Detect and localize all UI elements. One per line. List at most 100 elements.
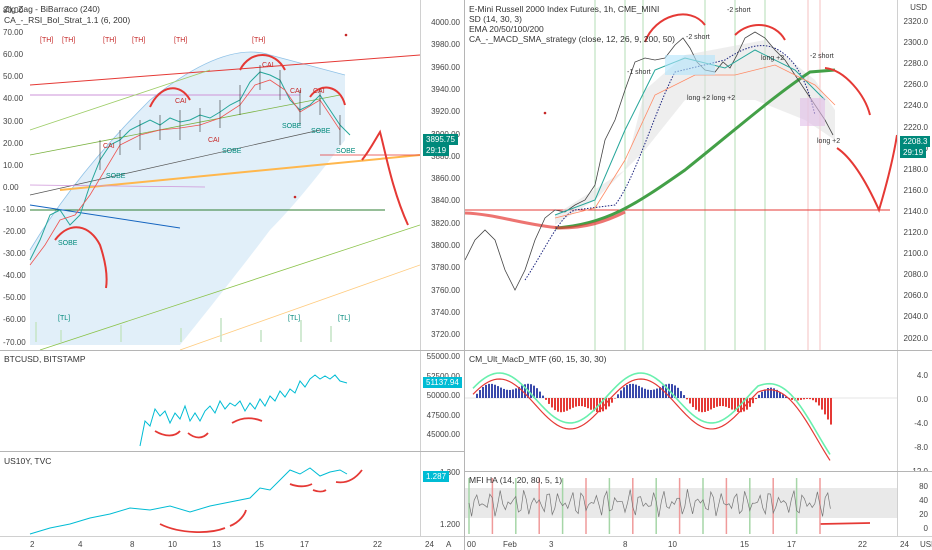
macd-bar — [698, 398, 700, 412]
macd-bar — [479, 390, 481, 398]
macd-bar — [767, 387, 769, 398]
th-label: [TH] — [132, 37, 145, 44]
axis-tick: -50.00 — [3, 293, 26, 303]
axis-tick: 3780.00 — [431, 263, 460, 273]
axis-tick: 2040.0 — [903, 312, 928, 322]
macd-plot — [465, 372, 897, 461]
rty-countdown-tag: 29:19 — [900, 147, 927, 158]
sobe-label: SOBE — [282, 123, 302, 130]
macd-bar — [560, 398, 562, 413]
macd-bar — [500, 387, 502, 398]
btc-price-axis[interactable]: 55000.00 52500.00 50000.00 47500.00 45000.00… — [420, 351, 464, 459]
macd-bar — [581, 398, 583, 407]
time-tick: 10 — [168, 540, 177, 549]
axis-tick: 0.00 — [3, 182, 19, 192]
macd-bar — [770, 387, 772, 398]
currency-label: USD — [920, 540, 932, 549]
axis-tick: 60.00 — [3, 50, 24, 60]
macd-axis[interactable]: 4.00.0-4.0-8.0-12.0 — [897, 351, 932, 476]
time-tick: 15 — [740, 540, 749, 549]
macd-bar — [533, 385, 535, 398]
axis-tick: -20.00 — [3, 227, 26, 236]
axis-tick: 4000.00 — [431, 18, 460, 27]
axis-tick: 20.00 — [3, 138, 24, 148]
macd-bar — [755, 398, 757, 400]
axis-tick: 2080.0 — [903, 270, 928, 280]
macd-bar — [512, 389, 514, 398]
us10y-price-axis[interactable]: 1.300 1.200 1.287 — [420, 452, 464, 536]
macd-bar — [566, 398, 568, 411]
right-chart-title: E-Mini Russell 2000 Index Futures, 1h, C… — [469, 4, 660, 14]
cai-label: CAI — [175, 98, 187, 105]
signal-label: long +2 — [761, 55, 784, 62]
macd-bar — [785, 396, 787, 398]
axis-tick: 2320.0 — [903, 17, 928, 26]
axis-tick: 80.00 — [3, 6, 24, 15]
macd-bar — [638, 385, 640, 398]
left-main-price-axis[interactable]: 4000.003980.003960.003940.003920.003900.… — [420, 0, 464, 350]
axis-tick: 50000.00 — [426, 391, 460, 400]
axis-tick: 3720.00 — [431, 330, 460, 340]
macd-bar — [797, 398, 799, 401]
macd-bar — [590, 398, 592, 410]
time-tick: 8 — [130, 540, 135, 549]
macd-bar — [572, 398, 574, 408]
macd-bar — [659, 387, 661, 398]
macd-bar — [713, 398, 715, 408]
signal-label: -2 short — [810, 53, 834, 60]
left-main-left-axis[interactable]: 80.00 70.00 60.00 50.00 40.00 30.00 20.00 10.00… — [0, 0, 30, 350]
axis-tick: 10.00 — [3, 160, 24, 170]
time-tick: Feb — [503, 540, 517, 549]
axis-tick: 3940.00 — [431, 84, 460, 94]
macd-bar — [761, 391, 763, 398]
macd-bar — [809, 398, 811, 400]
macd-bar — [773, 388, 775, 398]
macd-bar — [584, 398, 586, 407]
mfi-pane[interactable]: MFI HA (14, 20, 80, 5, 1) — [465, 472, 897, 536]
btc-title: BTCUSD, BITSTAMP — [4, 354, 86, 364]
axis-tick: 3920.00 — [431, 107, 460, 117]
axis-tick: 2140.0 — [903, 206, 928, 216]
macd-bar — [623, 387, 625, 398]
countdown-tag: 29:19 — [423, 145, 450, 156]
macd-bar — [827, 398, 829, 420]
macd-bar — [830, 398, 832, 425]
macd-bar — [515, 388, 517, 398]
macd-bar — [596, 398, 598, 413]
axis-tick: 2300.0 — [903, 38, 928, 48]
sobe-label: SOBE — [106, 173, 126, 180]
signal-label: long +2 — [712, 95, 735, 102]
macd-bar — [563, 398, 565, 412]
time-tick: 15 — [255, 540, 264, 549]
macd-bar — [617, 394, 619, 398]
macd-bar — [734, 398, 736, 411]
current-price-tag: 3895.75 — [423, 134, 458, 145]
axis-tick: -30.00 — [3, 249, 26, 259]
signal-label: -2 short — [686, 34, 710, 41]
macd-bar — [716, 398, 718, 407]
right-main-chart[interactable]: -1 short -2 short -2 short -2 short long… — [465, 0, 897, 350]
macd-bar — [482, 386, 484, 398]
axis-tick: 2260.0 — [903, 80, 928, 90]
left-main-chart[interactable]: [TH] [TH] [TH] [TH] [TH] [TH] [TL] [TL] … — [0, 0, 420, 350]
left-time-axis[interactable]: 2 4 8 10 13 15 17 22 24 A — [0, 536, 464, 550]
currency-label: USD — [910, 3, 927, 12]
btc-pane[interactable]: BTCUSD, BITSTAMP — [0, 351, 420, 451]
macd-bar — [815, 398, 817, 403]
mfi-axis[interactable]: 80 40 20 0 — [897, 472, 932, 536]
cai-label: CAI — [290, 88, 302, 95]
macd-bar — [494, 384, 496, 398]
time-tick: 22 — [373, 540, 382, 549]
macd-pane[interactable]: CM_Ult_MacD_MTF (60, 15, 30, 30) — [465, 351, 897, 471]
macd-bar — [764, 389, 766, 398]
right-time-axis[interactable]: 00 Feb 3 8 10 15 17 22 24 USD — [465, 536, 932, 550]
axis-tick: 1.200 — [439, 520, 460, 529]
right-main-price-axis[interactable]: USD 2320.0 2300.0 2280.0 2260.0 2240.0 2220.0… — [897, 0, 932, 350]
us10y-pane[interactable]: US10Y, TVC — [0, 452, 420, 536]
th-label: [TH] — [62, 37, 75, 44]
btc-price-tag: 51137.94 — [423, 377, 462, 388]
axis-tick: 3880.00 — [431, 151, 460, 161]
sobe-label: SOBE — [336, 148, 356, 155]
macd-bar — [593, 398, 595, 412]
macd-bar — [725, 398, 727, 407]
